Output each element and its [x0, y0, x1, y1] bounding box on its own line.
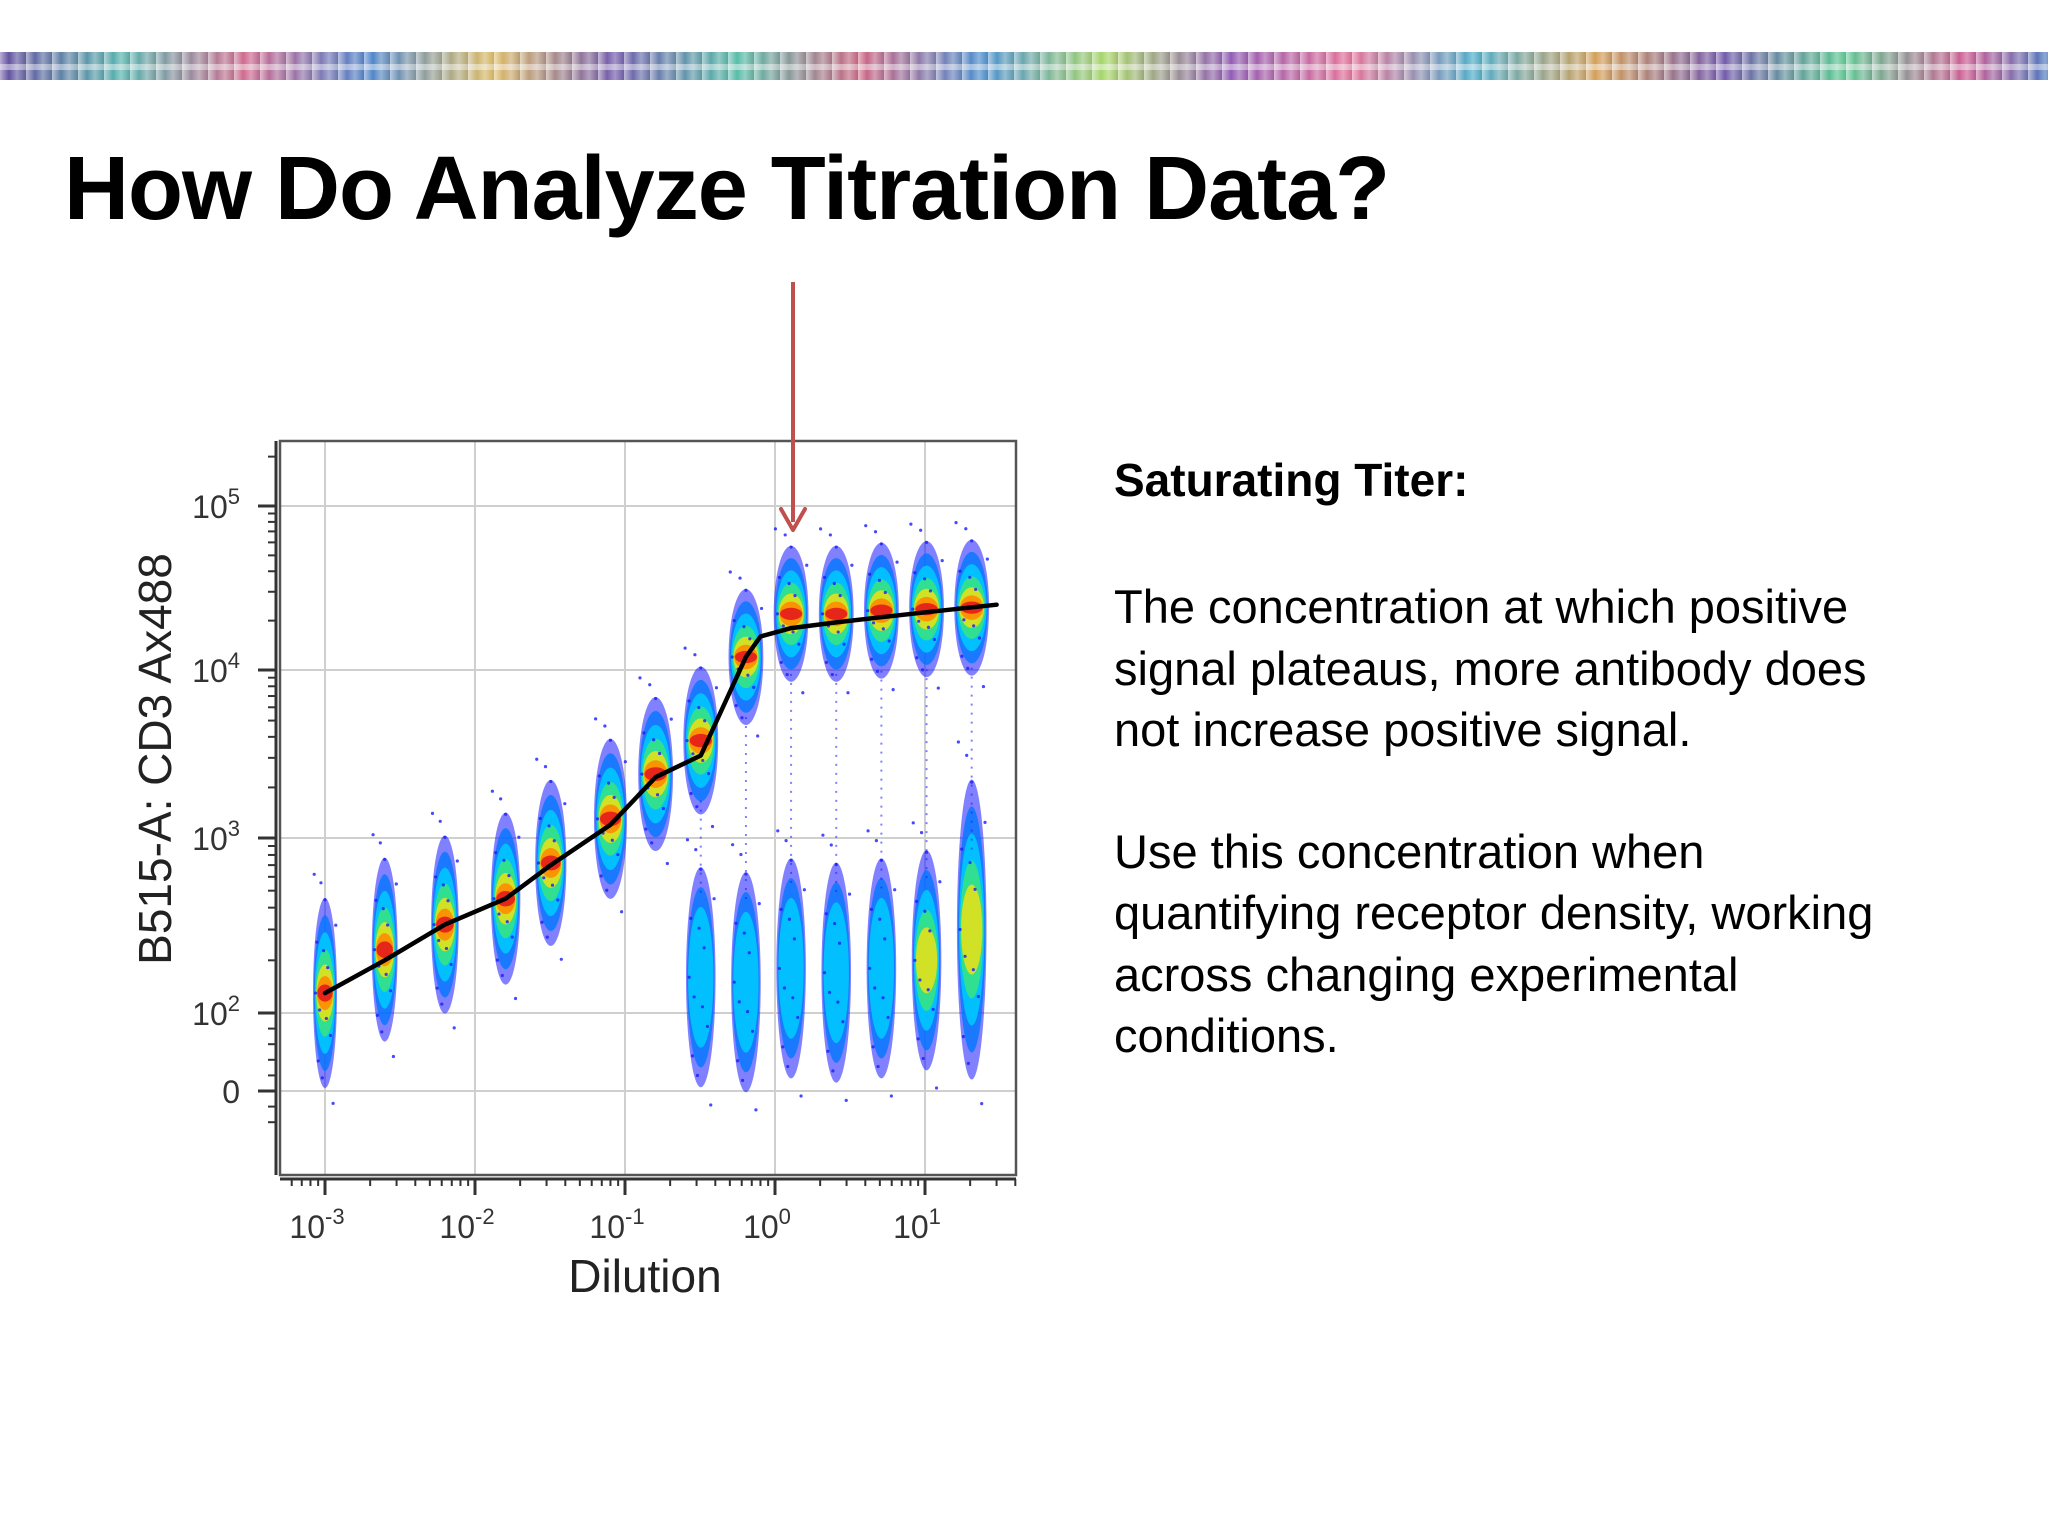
negative-population [956, 740, 987, 1106]
x-tick-labels: 10-3 10-2 10-1 100 101 [289, 1204, 941, 1245]
usage-paragraph: Use this concentration when quantifying … [1114, 824, 1874, 1063]
y-tick-label: 102 [192, 991, 240, 1032]
chart-axes [258, 441, 1017, 1195]
density-populations [312, 521, 990, 1112]
positive-population [683, 646, 719, 829]
negative-population [866, 829, 897, 1098]
y-tick-label: 105 [192, 484, 240, 525]
y-tick-labels: 0 102 103 104 105 [192, 484, 240, 1110]
x-tick-label: 100 [743, 1204, 791, 1245]
explanation-panel: Saturating Titer: The concentration at w… [1114, 450, 1874, 1127]
page-title: How Do Analyze Titration Data? [64, 139, 1390, 239]
positive-population [371, 833, 398, 1059]
positive-population [909, 522, 944, 690]
x-tick-label: 10-3 [289, 1204, 344, 1245]
plot-frame [278, 439, 1018, 1177]
x-tick-label: 101 [893, 1204, 941, 1245]
positive-population [490, 789, 521, 1001]
header-decorative-band [0, 52, 2048, 80]
positive-population [863, 524, 899, 692]
positive-population [593, 717, 627, 914]
y-axis-title: B515-A: CD3 Ax488 [129, 553, 181, 965]
y-tick-label: 103 [192, 816, 240, 857]
negative-population [776, 829, 806, 1098]
positive-population [773, 527, 809, 695]
y-tick-label: 0 [222, 1074, 240, 1110]
negative-population [731, 843, 761, 1112]
fit-line [322, 602, 999, 996]
negative-population [821, 833, 852, 1102]
positive-population [638, 676, 674, 866]
x-tick-label: 10-2 [439, 1204, 494, 1245]
negative-population [911, 821, 942, 1090]
x-tick-label: 10-1 [589, 1204, 644, 1245]
negative-population [685, 838, 716, 1107]
y-tick-label: 104 [192, 648, 240, 689]
x-axis-title: Dilution [568, 1250, 721, 1302]
saturating-titer-arrow [779, 282, 807, 532]
definition-paragraph: The concentration at which positive sign… [1114, 580, 1867, 756]
section-subheading: Saturating Titer: [1114, 454, 1469, 506]
